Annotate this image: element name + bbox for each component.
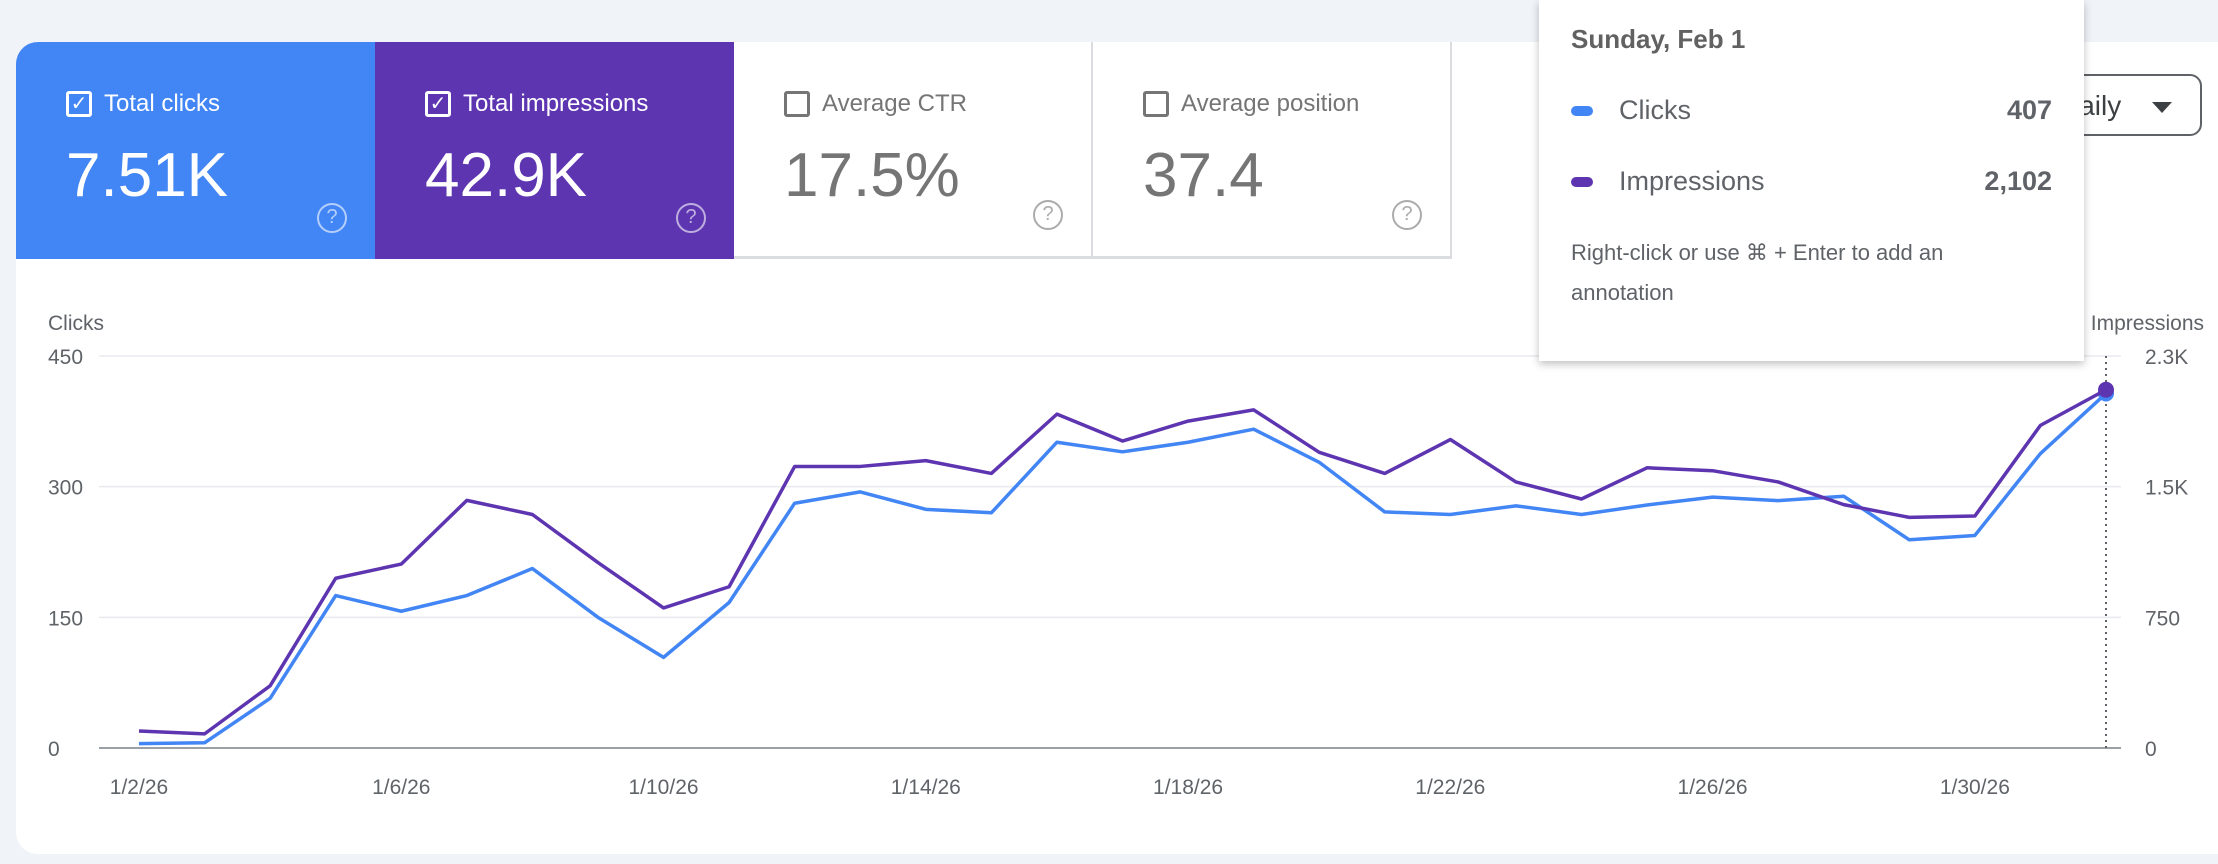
right-tick-label: 2.3K [2145, 346, 2188, 369]
metric-value: 17.5% [784, 141, 960, 210]
tooltip-row-impressions: Impressions 2,102 [1571, 166, 2052, 197]
x-tick-label: 1/6/26 [372, 776, 430, 799]
metric-tiles: ✓ Total clicks 7.51K ? ✓ Total impressions… [16, 42, 1452, 259]
metric-label: Total clicks [104, 90, 221, 117]
tooltip-value: 2,102 [1984, 166, 2052, 196]
chart-tooltip: Sunday, Feb 1 Clicks 407 Impressions 2,102… [1539, 0, 2084, 361]
metric-label: Average CTR [822, 90, 967, 117]
left-tick-label: 0 [48, 738, 60, 761]
series-line-impressions [138, 388, 2107, 736]
left-tick-label: 450 [48, 346, 83, 369]
checkbox-checked-icon[interactable]: ✓ [66, 91, 92, 117]
right-tick-label: 1.5K [2145, 477, 2188, 500]
help-icon[interactable]: ? [317, 203, 347, 233]
tooltip-label: Clicks [1619, 95, 1691, 125]
x-tick-label: 1/2/26 [110, 776, 168, 799]
x-tick-label: 1/30/26 [1940, 776, 2010, 799]
left-tick-label: 150 [48, 607, 83, 630]
right-tick-label: 750 [2145, 607, 2180, 630]
checkbox-unchecked-icon[interactable] [784, 91, 810, 117]
x-tick-label: 1/26/26 [1678, 776, 1748, 799]
x-tick-label: 1/22/26 [1415, 776, 1485, 799]
impressions-swatch-icon [1571, 176, 1593, 187]
right-tick-label: 0 [2145, 738, 2157, 761]
tooltip-hint: Right-click or use ⌘ + Enter to add an a… [1571, 240, 1944, 305]
metric-label: Average position [1181, 90, 1360, 117]
tooltip-value: 407 [2006, 95, 2052, 125]
right-axis-label: Impressions [2091, 312, 2204, 335]
data-point-impressions [2098, 381, 2114, 398]
left-tick-label: 300 [48, 477, 83, 500]
metric-value: 7.51K [66, 141, 229, 210]
metric-value: 42.9K [425, 141, 588, 210]
left-axis-label: Clicks [48, 312, 104, 335]
metric-tile-average-position[interactable]: Average position 37.4 ? [1093, 42, 1452, 259]
x-tick-label: 1/14/26 [891, 776, 961, 799]
clicks-swatch-icon [1571, 105, 1593, 116]
x-tick-label: 1/18/26 [1153, 776, 1223, 799]
dropdown-arrow-icon [2152, 102, 2172, 113]
tooltip-date: Sunday, Feb 1 [1571, 24, 1746, 54]
x-tick-label: 1/10/26 [628, 776, 698, 799]
help-icon[interactable]: ? [1033, 200, 1063, 230]
metric-value: 37.4 [1143, 141, 1264, 210]
metric-tile-average-ctr[interactable]: Average CTR 17.5% ? [734, 42, 1093, 259]
tooltip-row-clicks: Clicks 407 [1571, 95, 2052, 126]
checkbox-unchecked-icon[interactable] [1143, 91, 1169, 117]
help-icon[interactable]: ? [676, 203, 706, 233]
tooltip-label: Impressions [1619, 166, 1765, 196]
help-icon[interactable]: ? [1392, 200, 1422, 230]
metric-label: Total impressions [463, 90, 649, 117]
checkbox-checked-icon[interactable]: ✓ [425, 91, 451, 117]
metric-tile-total-clicks[interactable]: ✓ Total clicks 7.51K ? [16, 42, 375, 259]
series-line-clicks [138, 392, 2108, 746]
metric-tile-total-impressions[interactable]: ✓ Total impressions 42.9K ? [375, 42, 734, 259]
